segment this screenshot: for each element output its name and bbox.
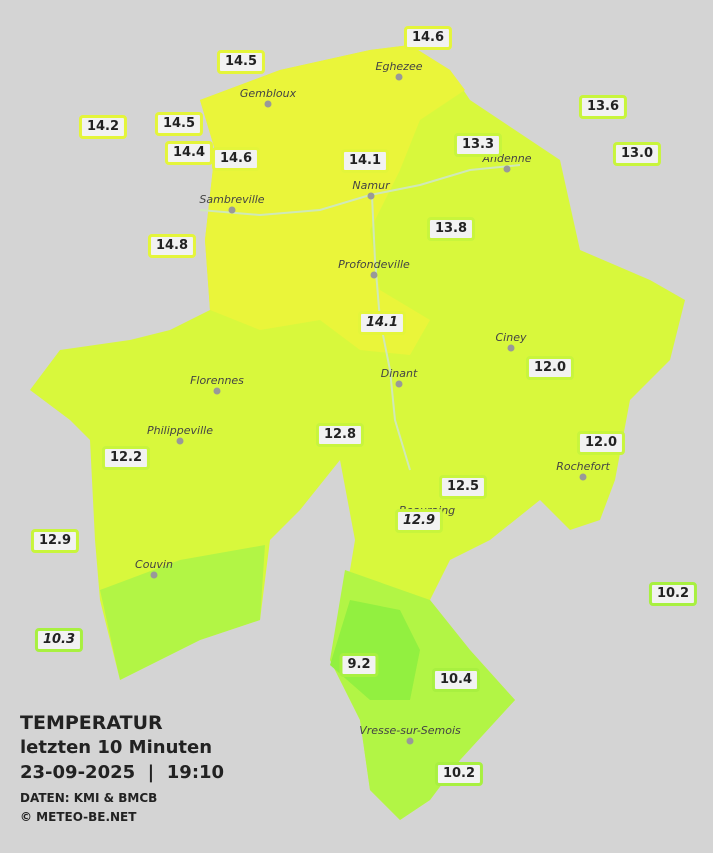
city-name: Namur [352,179,390,192]
station-value: 12.0 [576,431,626,455]
city-dot [228,206,236,214]
station-value: 12.9 [30,529,80,553]
station-value: 14.2 [78,115,128,139]
station-value: 9.2 [339,653,379,677]
station-value: 10.2 [648,582,698,606]
city-name: Profondeville [338,258,410,271]
city-name: Ciney [495,331,527,344]
station-value: 14.8 [147,234,197,258]
station-value: 13.8 [426,217,476,241]
station-value: 13.0 [612,142,662,166]
city-dot [395,73,403,81]
city-name: Dinant [380,367,418,380]
station-value: 14.1 [357,311,407,335]
station-value: 14.4 [164,141,214,165]
warm-zone [200,45,465,355]
city-name: Eghezee [375,60,423,73]
city-dot [176,437,184,445]
station-value: 12.2 [101,446,151,470]
city-dot [367,192,375,200]
city-name: Philippeville [147,424,213,437]
city-name: Florennes [190,374,244,387]
station-value: 12.5 [438,475,488,499]
city-name: Couvin [135,558,173,571]
station-value: 13.3 [453,133,503,157]
source: DATEN: KMI & BMCB [20,791,158,805]
city-dot [150,571,158,579]
city-name: Gembloux [239,87,297,100]
title: TEMPERATUR [20,712,163,734]
cool-zone [100,545,265,680]
city-name: Sambreville [199,193,265,206]
datetime: 23-09-2025 | 19:10 [20,762,225,783]
station-value: 13.6 [578,95,628,119]
subtitle: letzten 10 Minuten [20,737,213,758]
station-value: 12.0 [525,356,575,380]
city-name: Vresse-sur-Semois [359,724,461,737]
station-value: 10.3 [34,628,84,652]
station-value: 10.2 [434,762,484,786]
station-value: 14.1 [340,149,390,173]
city-dot [503,165,511,173]
station-value: 10.4 [431,668,481,692]
station-value: 14.5 [216,50,266,74]
station-value: 14.6 [403,26,453,50]
city-dot [213,387,221,395]
city-dot [406,737,414,745]
station-value: 12.8 [315,423,365,447]
city-dot [507,344,515,352]
copyright: © METEO-BE.NET [20,810,137,824]
city-name: Rochefort [556,460,610,473]
city-dot [370,271,378,279]
station-value: 12.9 [394,509,444,533]
city-dot [264,100,272,108]
city-dot [395,380,403,388]
station-value: 14.6 [211,147,261,171]
city-dot [579,473,587,481]
station-value: 14.5 [154,112,204,136]
